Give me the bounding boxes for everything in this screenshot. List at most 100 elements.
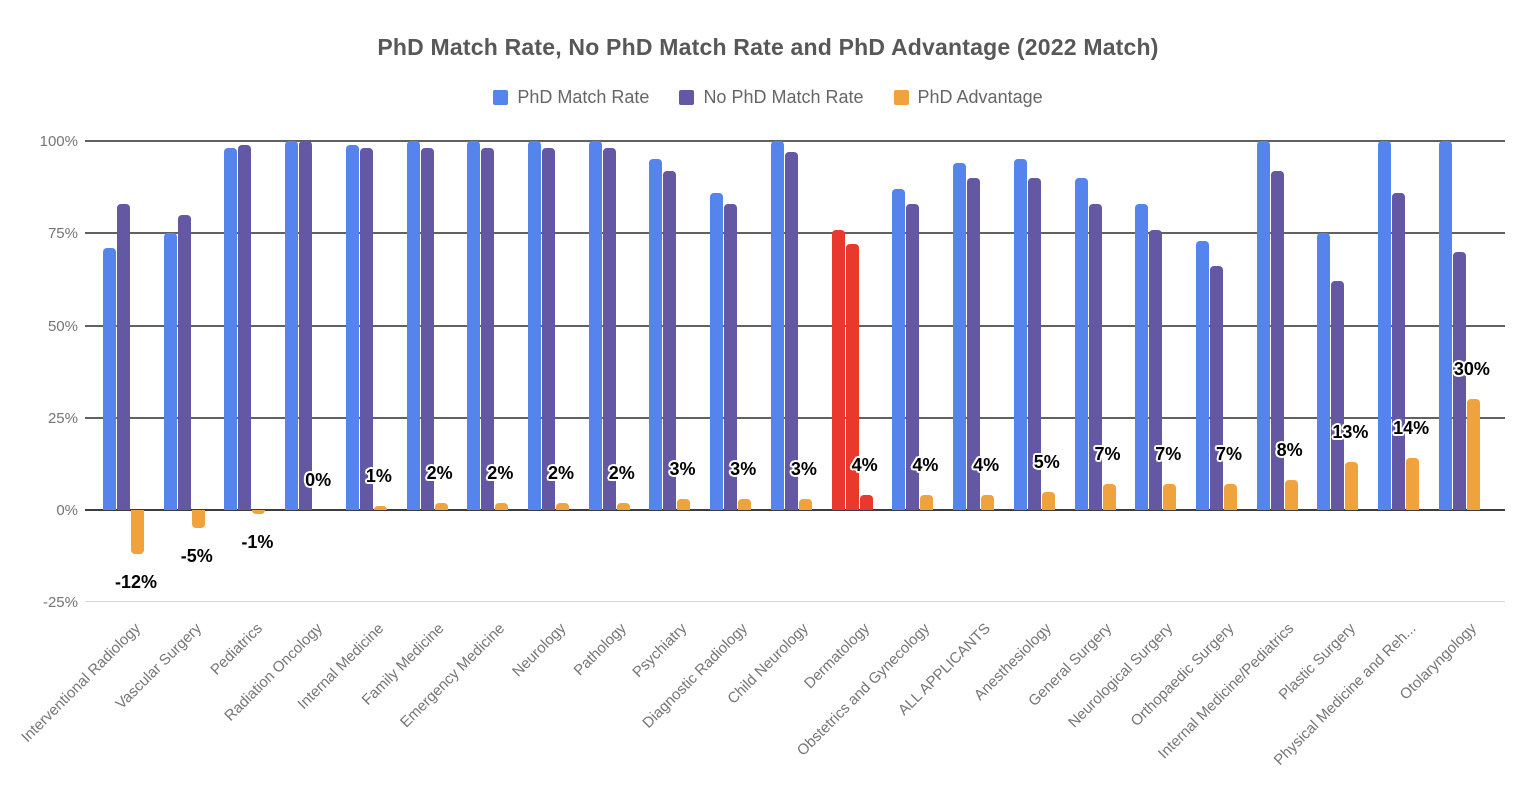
advantage-data-label: 3% bbox=[790, 458, 817, 479]
nophd-bar[interactable] bbox=[784, 152, 798, 510]
advantage-data-label: -1% bbox=[241, 531, 274, 552]
advantage-bar[interactable] bbox=[677, 498, 691, 510]
advantage-bar[interactable] bbox=[1466, 399, 1480, 510]
advantage-bar[interactable] bbox=[556, 502, 570, 510]
phd-bar[interactable] bbox=[1135, 203, 1149, 510]
nophd-bar[interactable] bbox=[117, 203, 130, 510]
advantage-data-label: 7% bbox=[1155, 444, 1182, 465]
phd-bar[interactable] bbox=[345, 144, 359, 510]
legend-swatch-icon bbox=[493, 90, 509, 105]
phd-bar[interactable] bbox=[831, 229, 845, 510]
advantage-data-label: 30% bbox=[1453, 359, 1490, 380]
nophd-bar[interactable] bbox=[542, 148, 556, 510]
advantage-bar[interactable] bbox=[373, 506, 387, 510]
chart-legend: PhD Match Rate No PhD Match Rate PhD Advan… bbox=[0, 87, 1536, 108]
advantage-bar[interactable] bbox=[1345, 462, 1359, 510]
phd-bar[interactable] bbox=[224, 148, 238, 510]
nophd-bar[interactable] bbox=[663, 170, 677, 510]
nophd-bar[interactable] bbox=[1270, 170, 1284, 510]
advantage-bar[interactable] bbox=[981, 495, 995, 510]
advantage-data-label: 3% bbox=[669, 458, 696, 479]
phd-bar[interactable] bbox=[588, 141, 602, 510]
nophd-bar[interactable] bbox=[420, 148, 434, 510]
legend-swatch-icon bbox=[679, 90, 695, 105]
phd-bar[interactable] bbox=[1074, 177, 1088, 510]
phd-bar[interactable] bbox=[953, 163, 967, 510]
nophd-bar[interactable] bbox=[845, 244, 859, 510]
phd-bar[interactable] bbox=[649, 159, 663, 510]
nophd-bar[interactable] bbox=[1209, 266, 1223, 510]
x-axis-label: Psychiatry bbox=[629, 620, 691, 681]
advantage-bar[interactable] bbox=[1102, 484, 1116, 510]
advantage-bar[interactable] bbox=[1163, 484, 1177, 510]
phd-bar[interactable] bbox=[406, 141, 420, 510]
gridline--25 bbox=[85, 601, 1505, 603]
nophd-bar[interactable] bbox=[481, 148, 495, 510]
nophd-bar[interactable] bbox=[1452, 251, 1466, 510]
advantage-bar[interactable] bbox=[434, 502, 448, 510]
nophd-bar[interactable] bbox=[1392, 192, 1406, 510]
advantage-data-label: 4% bbox=[912, 455, 939, 476]
phd-bar[interactable] bbox=[1256, 141, 1270, 510]
nophd-bar[interactable] bbox=[1149, 229, 1163, 510]
phd-bar[interactable] bbox=[467, 141, 481, 510]
phd-bar[interactable] bbox=[770, 141, 784, 510]
nophd-bar[interactable] bbox=[602, 148, 616, 510]
legend-swatch-icon bbox=[893, 90, 909, 105]
advantage-bar[interactable] bbox=[495, 502, 509, 510]
nophd-bar[interactable] bbox=[238, 144, 252, 510]
advantage-bar[interactable] bbox=[738, 498, 752, 510]
advantage-data-label: 0% bbox=[305, 470, 332, 490]
advantage-bar[interactable] bbox=[798, 498, 812, 510]
advantage-bar[interactable] bbox=[859, 495, 873, 510]
advantage-bar[interactable] bbox=[1041, 491, 1055, 510]
advantage-data-label: -5% bbox=[180, 546, 213, 567]
nophd-bar[interactable] bbox=[967, 177, 981, 510]
advantage-data-label: 14% bbox=[1393, 418, 1430, 439]
advantage-data-label: 13% bbox=[1332, 422, 1369, 443]
y-axis-label: 25% bbox=[47, 409, 78, 427]
nophd-bar[interactable] bbox=[1331, 281, 1345, 510]
phd-bar[interactable] bbox=[1438, 141, 1452, 510]
phd-bar[interactable] bbox=[1317, 233, 1331, 510]
phd-bar[interactable] bbox=[1013, 159, 1027, 510]
advantage-data-label: 2% bbox=[426, 462, 453, 483]
legend-item-phd-advantage[interactable]: PhD Advantage bbox=[893, 87, 1043, 108]
x-axis-label: Interventional Radiology bbox=[18, 620, 145, 746]
advantage-data-label: 2% bbox=[548, 462, 575, 483]
advantage-bar[interactable] bbox=[252, 510, 266, 514]
phd-bar[interactable] bbox=[285, 141, 299, 510]
nophd-bar[interactable] bbox=[1088, 203, 1102, 510]
advantage-data-label: 2% bbox=[608, 462, 635, 483]
advantage-bar[interactable] bbox=[616, 502, 630, 510]
advantage-bar[interactable] bbox=[1406, 458, 1420, 510]
advantage-bar[interactable] bbox=[191, 510, 205, 529]
phd-bar[interactable] bbox=[892, 188, 906, 510]
advantage-bar[interactable] bbox=[1223, 484, 1237, 510]
phd-bar[interactable] bbox=[163, 233, 177, 510]
legend-item-label: PhD Advantage bbox=[917, 87, 1043, 107]
nophd-bar[interactable] bbox=[1027, 177, 1041, 510]
x-axis-label: Pathology bbox=[570, 620, 630, 680]
phd-bar[interactable] bbox=[528, 141, 542, 510]
advantage-bar[interactable] bbox=[920, 495, 934, 510]
nophd-bar[interactable] bbox=[906, 203, 920, 510]
x-axis-label: Neurological Surgery bbox=[1065, 620, 1177, 732]
advantage-data-label: 4% bbox=[973, 455, 1000, 476]
nophd-bar[interactable] bbox=[359, 148, 373, 510]
chart-title: PhD Match Rate, No PhD Match Rate and Ph… bbox=[377, 34, 1159, 60]
phd-bar[interactable] bbox=[103, 248, 116, 510]
legend-item-no-phd-match-rate[interactable]: No PhD Match Rate bbox=[679, 87, 864, 108]
y-axis-label: 50% bbox=[47, 317, 78, 335]
advantage-bar[interactable] bbox=[1284, 480, 1298, 510]
x-axis-label: Emergency Medicine bbox=[397, 620, 509, 732]
nophd-bar[interactable] bbox=[299, 141, 313, 510]
advantage-data-label: 1% bbox=[365, 466, 392, 487]
nophd-bar[interactable] bbox=[724, 203, 738, 510]
phd-bar[interactable] bbox=[1378, 141, 1392, 510]
phd-bar[interactable] bbox=[710, 192, 724, 510]
phd-bar[interactable] bbox=[1195, 240, 1209, 510]
nophd-bar[interactable] bbox=[177, 214, 191, 510]
advantage-bar[interactable] bbox=[131, 510, 144, 555]
legend-item-phd-match-rate[interactable]: PhD Match Rate bbox=[493, 87, 649, 108]
